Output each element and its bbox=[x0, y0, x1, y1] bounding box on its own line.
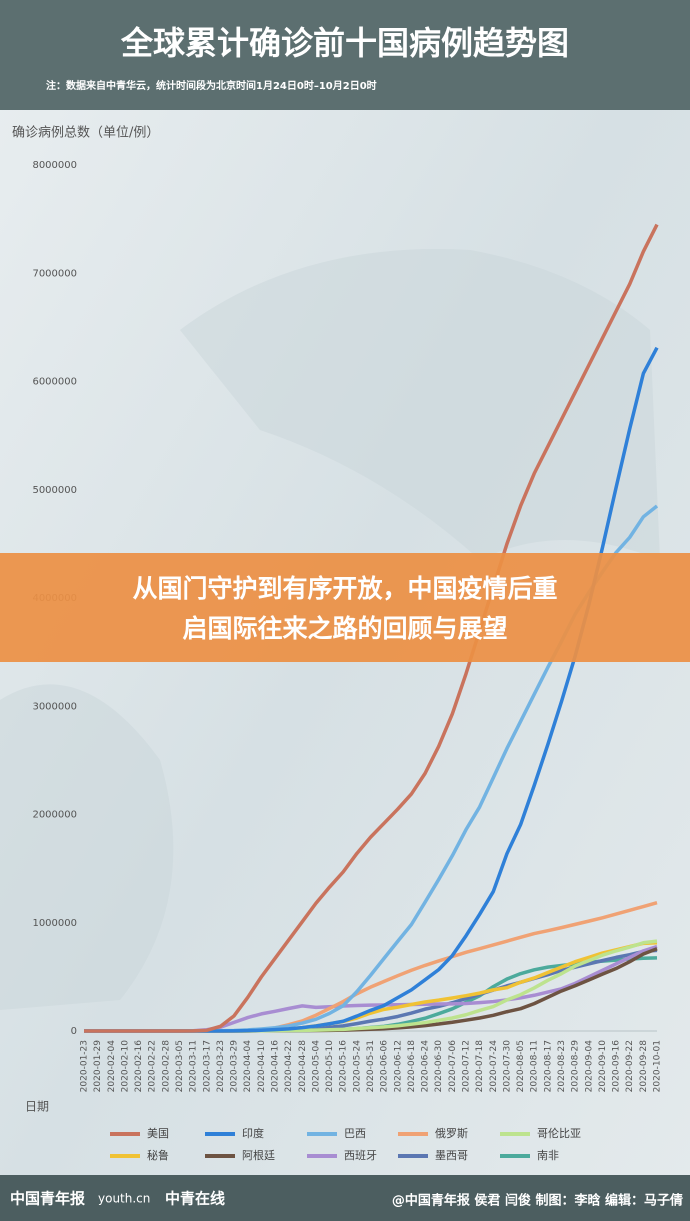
legend-label: 阿根廷 bbox=[242, 1148, 275, 1162]
legend-label: 巴西 bbox=[344, 1127, 366, 1140]
x-tick-label: 2020-09-16 bbox=[612, 1040, 622, 1093]
x-tick-label: 2020-05-24 bbox=[352, 1040, 362, 1093]
x-tick-label: 2020-09-22 bbox=[625, 1040, 635, 1092]
legend-label: 西班牙 bbox=[344, 1149, 377, 1162]
x-tick-label: 2020-05-10 bbox=[325, 1040, 335, 1093]
footer-band bbox=[0, 1175, 690, 1221]
y-tick-label: 2000000 bbox=[32, 810, 77, 821]
footer-logo: youth.cn bbox=[98, 1192, 150, 1206]
x-tick-label: 2020-07-18 bbox=[475, 1040, 485, 1093]
x-tick-label: 2020-05-16 bbox=[339, 1040, 349, 1093]
map-shape bbox=[180, 249, 660, 560]
plot-area: 0100000020000003000000400000050000006000… bbox=[32, 160, 662, 1092]
x-tick-label: 2020-06-06 bbox=[380, 1040, 390, 1093]
x-tick-label: 2020-05-04 bbox=[311, 1040, 321, 1093]
banner-text: 启国际往来之路的回顾与展望 bbox=[182, 614, 507, 643]
legend-label: 哥伦比亚 bbox=[537, 1126, 581, 1140]
legend-label: 墨西哥 bbox=[435, 1149, 468, 1162]
x-tick-label: 2020-07-12 bbox=[462, 1040, 472, 1092]
header-band bbox=[0, 0, 690, 110]
legend-label: 秘鲁 bbox=[147, 1148, 169, 1162]
x-tick-label: 2020-02-22 bbox=[148, 1040, 158, 1092]
x-tick-label: 2020-04-04 bbox=[243, 1040, 253, 1093]
banner-text: 从国门守护到有序开放，中国疫情后重 bbox=[132, 574, 557, 603]
y-axis-label: 确诊病例总数（单位/例） bbox=[12, 126, 159, 141]
map-shape bbox=[0, 684, 174, 1010]
x-tick-label: 2020-08-05 bbox=[516, 1040, 526, 1092]
y-tick-label: 5000000 bbox=[32, 485, 77, 496]
legend-label: 南非 bbox=[537, 1149, 559, 1162]
x-tick-label: 2020-10-01 bbox=[653, 1040, 663, 1092]
x-tick-label: 2020-07-06 bbox=[448, 1040, 458, 1093]
x-tick-label: 2020-07-24 bbox=[489, 1040, 499, 1093]
chart-title: 全球累计确诊前十国病例趋势图 bbox=[120, 24, 569, 62]
x-tick-label: 2020-06-24 bbox=[421, 1040, 431, 1093]
x-tick-label: 2020-02-28 bbox=[161, 1040, 171, 1093]
x-tick-label: 2020-09-28 bbox=[639, 1040, 649, 1093]
x-axis-label: 日期 bbox=[25, 1100, 49, 1114]
y-tick-label: 7000000 bbox=[32, 268, 77, 279]
x-tick-label: 2020-06-18 bbox=[407, 1040, 417, 1093]
x-tick-label: 2020-04-28 bbox=[298, 1040, 308, 1093]
x-tick-label: 2020-09-10 bbox=[598, 1040, 608, 1093]
y-tick-label: 3000000 bbox=[32, 701, 77, 712]
x-tick-label: 2020-04-16 bbox=[271, 1040, 281, 1093]
x-tick-label: 2020-03-23 bbox=[216, 1040, 226, 1092]
x-tick-label: 2020-08-11 bbox=[530, 1040, 540, 1092]
x-tick-label: 2020-04-22 bbox=[284, 1040, 294, 1092]
x-tick-label: 2020-07-30 bbox=[502, 1040, 512, 1093]
y-tick-label: 1000000 bbox=[32, 918, 77, 929]
legend-label: 俄罗斯 bbox=[435, 1127, 468, 1140]
x-tick-label: 2020-08-23 bbox=[557, 1040, 567, 1092]
chart-subtitle: 注：数据来自中青华云，统计时间段为北京时间1月24日0时–10月2日0时 bbox=[46, 79, 377, 92]
x-tick-label: 2020-05-31 bbox=[366, 1040, 376, 1092]
x-tick-label: 2020-01-29 bbox=[93, 1040, 103, 1093]
y-tick-label: 8000000 bbox=[32, 160, 77, 171]
x-tick-label: 2020-06-12 bbox=[393, 1040, 403, 1092]
x-tick-label: 2020-06-30 bbox=[434, 1040, 444, 1093]
x-tick-label: 2020-03-05 bbox=[175, 1040, 185, 1092]
x-tick-label: 2020-01-23 bbox=[80, 1040, 90, 1092]
banner bbox=[0, 553, 690, 662]
footer-credits: @中国青年报 侯君 闫俊 制图：李晗 编辑：马子倩 bbox=[392, 1193, 683, 1209]
footer-logo: 中国青年报 bbox=[10, 1190, 85, 1208]
series-line bbox=[84, 223, 659, 1033]
y-tick-label: 0 bbox=[71, 1026, 77, 1037]
x-tick-label: 2020-02-16 bbox=[134, 1040, 144, 1093]
x-tick-label: 2020-02-04 bbox=[107, 1040, 117, 1093]
x-tick-label: 2020-08-17 bbox=[543, 1040, 553, 1092]
y-tick-label: 6000000 bbox=[32, 377, 77, 388]
x-tick-label: 2020-02-10 bbox=[120, 1040, 130, 1093]
x-tick-label: 2020-04-10 bbox=[257, 1040, 267, 1093]
footer-logo: 中青在线 bbox=[165, 1190, 225, 1208]
legend-label: 美国 bbox=[147, 1127, 169, 1140]
legend-label: 印度 bbox=[242, 1126, 264, 1140]
x-tick-label: 2020-03-11 bbox=[189, 1040, 199, 1092]
x-tick-label: 2020-03-29 bbox=[230, 1040, 240, 1093]
x-tick-label: 2020-03-17 bbox=[202, 1040, 212, 1092]
x-tick-label: 2020-09-04 bbox=[584, 1040, 594, 1093]
x-tick-label: 2020-08-29 bbox=[571, 1040, 581, 1093]
